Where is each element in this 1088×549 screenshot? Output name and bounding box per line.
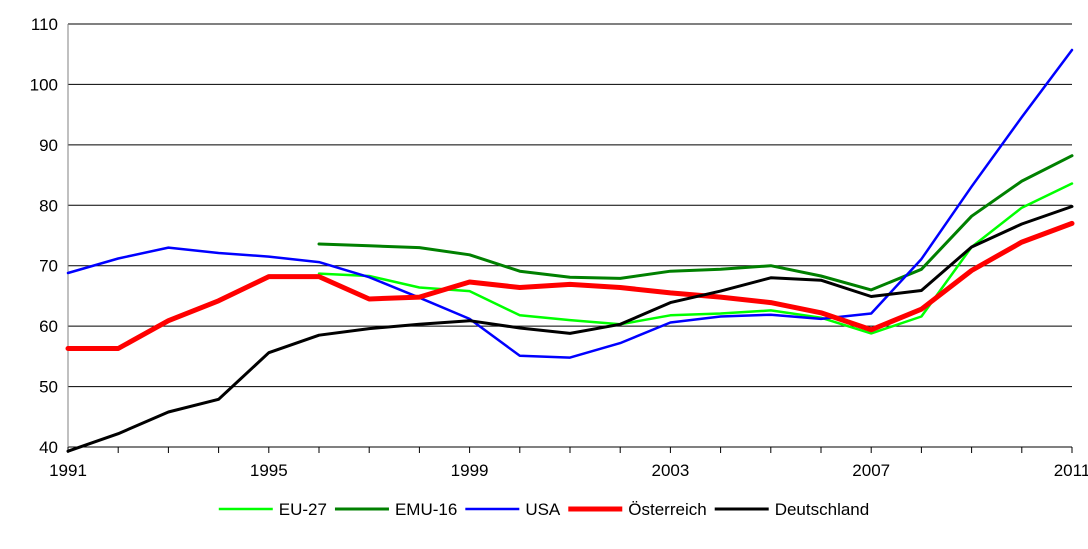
legend-item: EMU-16 [334,500,457,519]
series-line [65,220,1075,351]
x-tick-label: 1991 [49,461,87,480]
legend-label: EMU-16 [395,500,457,519]
x-tick-label: 1995 [250,461,288,480]
series-line [66,48,1074,359]
legend-item: EU-27 [218,500,327,519]
x-tick-label: 2003 [651,461,689,480]
tick-labels: 40 50 60 70 80 90 100 110 1991 1995 1999 2003 2007 20… [30,15,1088,480]
series-emu-16 [317,154,1074,292]
legend-item: USA [465,500,561,519]
series--sterreich [65,220,1075,351]
legend-label: EU-27 [279,500,327,519]
y-tick-label: 80 [39,196,58,215]
series-usa [66,48,1074,359]
y-tick-label: 70 [39,257,58,276]
y-tick-label: 40 [39,438,58,457]
y-tick-label: 100 [30,75,58,94]
gridlines [68,23,1072,448]
axes [67,24,1073,453]
legend-item: Deutschland [714,500,870,519]
x-tick-label: 2007 [852,461,890,480]
legend-item: Österreich [568,500,707,519]
x-tick-label: 2011 [1054,461,1088,480]
series-deutschland [66,205,1074,453]
series-line [66,205,1074,453]
legend-label: Deutschland [775,500,870,519]
series-line [317,154,1074,292]
y-tick-label: 60 [39,317,58,336]
y-tick-label: 110 [31,15,58,34]
legend-label: Österreich [628,500,706,519]
series-lines [65,48,1075,453]
x-tick-label: 1999 [451,461,489,480]
y-tick-label: 90 [39,136,58,155]
legend-label: USA [525,500,561,519]
legend: EU-27 EMU-16 USA Österreich Deutschland [218,500,870,519]
y-tick-label: 50 [39,378,58,397]
